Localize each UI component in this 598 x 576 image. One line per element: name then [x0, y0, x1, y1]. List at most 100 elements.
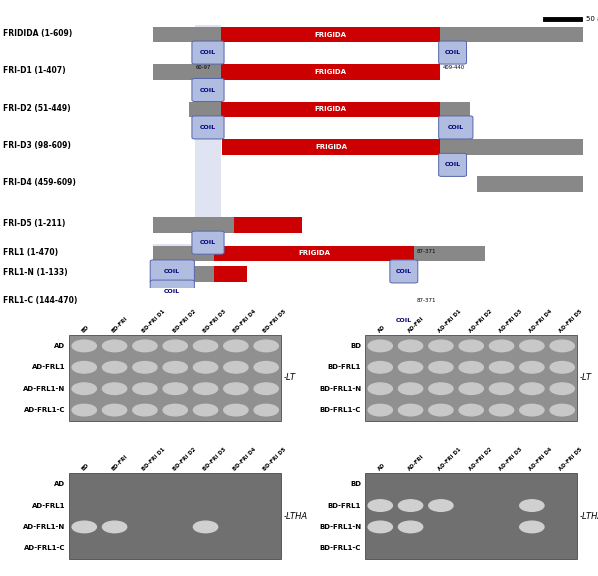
Bar	[234, 217, 301, 233]
Circle shape	[429, 340, 453, 352]
Text: COIL: COIL	[444, 50, 460, 55]
Bar	[221, 64, 440, 80]
Circle shape	[72, 362, 96, 373]
Bar	[254, 294, 414, 310]
Circle shape	[550, 340, 574, 352]
Text: AD-FRI D5: AD-FRI D5	[559, 309, 584, 334]
Text: COIL: COIL	[396, 318, 412, 323]
Text: AD-FRI D3: AD-FRI D3	[498, 447, 523, 472]
Bar	[69, 473, 281, 559]
Circle shape	[193, 340, 218, 352]
Circle shape	[368, 521, 392, 533]
Text: FRI-D1 (1-407): FRI-D1 (1-407)	[3, 66, 66, 75]
Bar	[214, 245, 414, 262]
Circle shape	[193, 362, 218, 373]
Circle shape	[102, 340, 127, 352]
Circle shape	[102, 362, 127, 373]
Text: FRI-D3 (98-609): FRI-D3 (98-609)	[3, 141, 71, 150]
Text: BD-FRL1-N: BD-FRL1-N	[319, 386, 361, 392]
Bar	[153, 217, 301, 233]
Text: FRI-D4 (459-609): FRI-D4 (459-609)	[3, 179, 76, 187]
Bar	[153, 245, 485, 262]
Text: -LTHA: -LTHA	[580, 511, 598, 521]
FancyBboxPatch shape	[192, 231, 224, 254]
Text: AD: AD	[377, 463, 386, 472]
Bar	[153, 244, 191, 308]
Text: AD: AD	[54, 343, 65, 349]
Circle shape	[520, 500, 544, 511]
Text: BD-FRL1-C: BD-FRL1-C	[320, 407, 361, 413]
Circle shape	[163, 362, 187, 373]
Text: BD-FRI D1: BD-FRI D1	[141, 447, 166, 472]
Circle shape	[520, 340, 544, 352]
FancyBboxPatch shape	[150, 280, 194, 303]
Bar	[222, 139, 440, 155]
FancyBboxPatch shape	[439, 116, 473, 139]
Circle shape	[193, 383, 218, 395]
Text: COIL: COIL	[200, 88, 216, 93]
Circle shape	[429, 404, 453, 416]
Text: -LT: -LT	[284, 373, 296, 382]
Circle shape	[254, 340, 278, 352]
Text: BD-FRI D1: BD-FRI D1	[141, 309, 166, 334]
Circle shape	[520, 521, 544, 533]
Circle shape	[550, 404, 574, 416]
Circle shape	[489, 362, 514, 373]
Text: AD-FRI D5: AD-FRI D5	[559, 447, 584, 472]
Circle shape	[133, 362, 157, 373]
Bar	[365, 473, 577, 559]
Circle shape	[102, 383, 127, 395]
Text: AD-FRI D2: AD-FRI D2	[468, 447, 493, 472]
Text: BD-FRL1: BD-FRL1	[328, 364, 361, 370]
FancyBboxPatch shape	[192, 116, 224, 139]
Circle shape	[550, 362, 574, 373]
Text: COIL: COIL	[200, 125, 216, 130]
Circle shape	[224, 383, 248, 395]
Text: AD-FRI: AD-FRI	[407, 454, 425, 472]
Circle shape	[368, 404, 392, 416]
Circle shape	[459, 383, 483, 395]
Circle shape	[398, 340, 423, 352]
Circle shape	[459, 340, 483, 352]
Circle shape	[398, 383, 423, 395]
Circle shape	[72, 383, 96, 395]
Text: BD: BD	[350, 343, 361, 349]
Text: AD: AD	[54, 481, 65, 487]
Circle shape	[368, 383, 392, 395]
Circle shape	[102, 521, 127, 533]
Text: BD-FRI D5: BD-FRI D5	[263, 309, 288, 334]
Text: FRL1-N (1-133): FRL1-N (1-133)	[3, 268, 68, 276]
Circle shape	[254, 383, 278, 395]
Text: BD-FRI D5: BD-FRI D5	[263, 447, 288, 472]
Circle shape	[429, 362, 453, 373]
FancyBboxPatch shape	[192, 78, 224, 101]
Text: BD-FRI D2: BD-FRI D2	[172, 447, 197, 472]
Bar	[365, 335, 577, 420]
Circle shape	[72, 340, 96, 352]
Circle shape	[224, 340, 248, 352]
Text: 87-371: 87-371	[417, 298, 437, 302]
Text: FRIGIDA: FRIGIDA	[315, 144, 347, 150]
Text: AD-FRI D1: AD-FRI D1	[437, 309, 462, 334]
Text: BD-FRI D4: BD-FRI D4	[232, 309, 257, 334]
Text: COIL: COIL	[448, 125, 464, 130]
Circle shape	[193, 521, 218, 533]
Text: BD: BD	[81, 463, 90, 472]
Text: FRIGIDA: FRIGIDA	[298, 251, 330, 256]
Text: FRI-D5 (1-211): FRI-D5 (1-211)	[3, 219, 65, 228]
Circle shape	[193, 404, 218, 416]
Circle shape	[72, 404, 96, 416]
Text: -LTHA: -LTHA	[284, 511, 308, 521]
Bar	[222, 139, 583, 155]
Text: AD-FRI D1: AD-FRI D1	[437, 447, 462, 472]
Bar	[188, 101, 470, 118]
Text: -LT: -LT	[580, 373, 592, 382]
Circle shape	[102, 404, 127, 416]
Circle shape	[368, 500, 392, 511]
Circle shape	[133, 340, 157, 352]
Text: BD-FRI D3: BD-FRI D3	[202, 447, 227, 472]
Circle shape	[550, 383, 574, 395]
Text: FRIGIDA: FRIGIDA	[315, 32, 347, 37]
Text: COIL: COIL	[396, 269, 412, 274]
Text: AD-FRI D3: AD-FRI D3	[498, 309, 523, 334]
